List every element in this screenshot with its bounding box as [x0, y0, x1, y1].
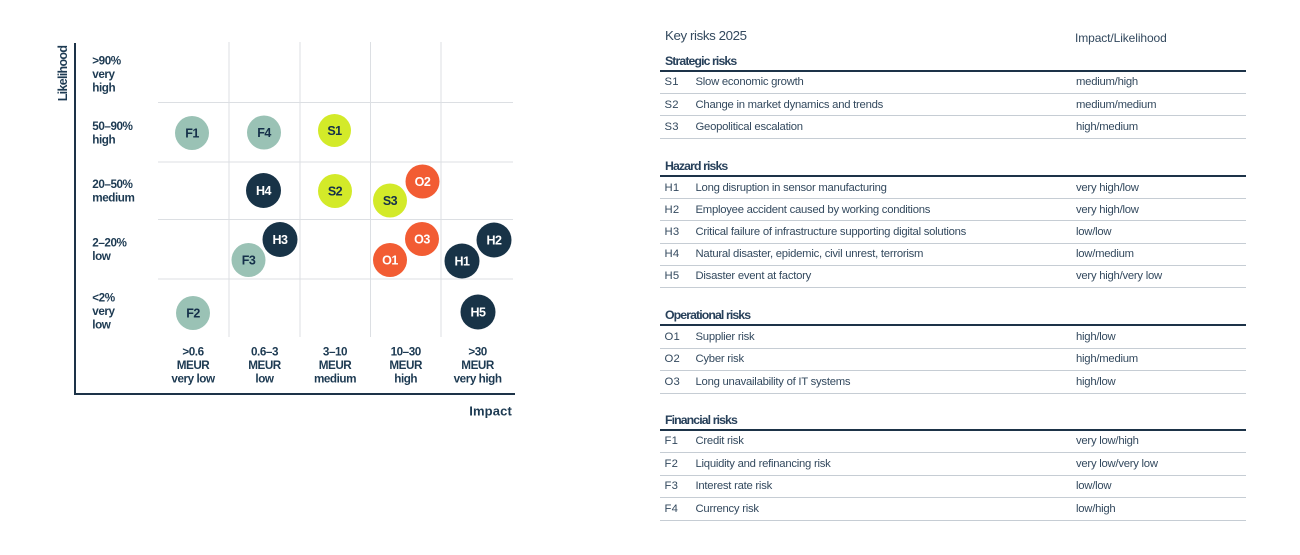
svg-text:>0.6: >0.6: [182, 346, 204, 359]
svg-text:O1: O1: [382, 254, 398, 268]
svg-text:H1: H1: [455, 255, 471, 269]
svg-text:Impact: Impact: [469, 404, 512, 419]
svg-text:H2: H2: [487, 234, 503, 248]
svg-text:high: high: [92, 133, 115, 146]
svg-text:S1: S1: [327, 124, 342, 138]
svg-text:medium: medium: [92, 192, 134, 205]
svg-text:>30: >30: [468, 346, 487, 359]
svg-text:O2: O2: [415, 175, 431, 189]
svg-text:MEUR: MEUR: [461, 359, 495, 372]
svg-text:H3: H3: [273, 233, 289, 247]
svg-text:low: low: [255, 373, 274, 386]
svg-text:H4: H4: [256, 184, 272, 198]
svg-text:0.6–3: 0.6–3: [251, 346, 279, 359]
svg-text:MEUR: MEUR: [177, 359, 211, 372]
svg-text:2–20%: 2–20%: [92, 237, 127, 250]
svg-text:S3: S3: [383, 194, 398, 208]
svg-text:MEUR: MEUR: [248, 359, 282, 372]
svg-text:high: high: [92, 82, 115, 95]
svg-text:F1: F1: [185, 127, 199, 141]
svg-text:O3: O3: [414, 233, 430, 247]
svg-text:F4: F4: [257, 126, 271, 140]
svg-text:high: high: [394, 373, 417, 386]
svg-text:F3: F3: [242, 254, 256, 268]
svg-text:F2: F2: [186, 307, 200, 321]
svg-text:low: low: [92, 319, 111, 332]
svg-text:very high: very high: [454, 373, 502, 386]
svg-text:medium: medium: [314, 373, 356, 386]
svg-text:H5: H5: [471, 306, 487, 320]
svg-text:MEUR: MEUR: [319, 359, 353, 372]
svg-text:very low: very low: [171, 373, 216, 386]
svg-text:<2%: <2%: [92, 292, 115, 305]
svg-text:3–10: 3–10: [323, 346, 348, 359]
svg-text:Likelihood: Likelihood: [56, 46, 70, 102]
svg-text:10–30: 10–30: [391, 346, 422, 359]
svg-text:20–50%: 20–50%: [92, 178, 133, 191]
svg-text:S2: S2: [328, 185, 343, 199]
svg-text:50–90%: 50–90%: [92, 120, 133, 133]
svg-text:MEUR: MEUR: [389, 359, 423, 372]
svg-text:very: very: [92, 68, 115, 81]
svg-text:very: very: [92, 305, 115, 318]
svg-text:low: low: [92, 250, 111, 263]
svg-text:>90%: >90%: [92, 54, 121, 67]
